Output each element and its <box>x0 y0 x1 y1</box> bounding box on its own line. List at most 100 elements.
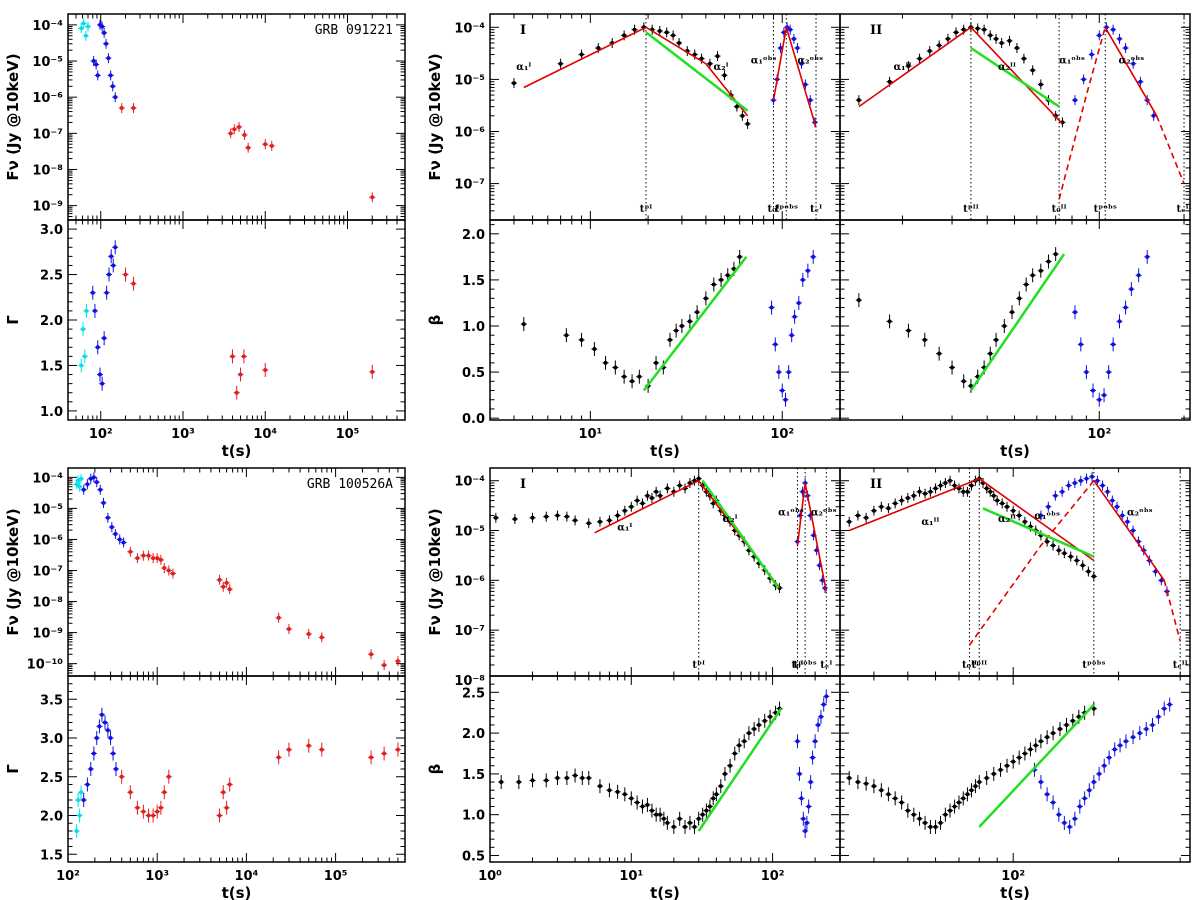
data-point <box>319 635 324 640</box>
data-point <box>622 508 627 513</box>
data-point <box>263 368 268 372</box>
y-tick-label: 10⁻⁹ <box>32 200 63 215</box>
y-tick-label: 3.5 <box>40 693 63 708</box>
data-point <box>635 498 640 503</box>
data-point <box>715 54 720 59</box>
data-point <box>988 351 993 356</box>
data-point <box>671 824 676 829</box>
fit-line <box>523 26 647 89</box>
data-point <box>113 531 118 536</box>
data-point <box>155 556 160 561</box>
data-point <box>665 820 670 825</box>
vline-label: tᵖᴵ <box>692 660 705 671</box>
panel-label: II <box>870 23 882 38</box>
data-point <box>511 81 516 86</box>
data-point <box>752 727 757 732</box>
x-tick-label: 10³ <box>145 869 169 884</box>
data-point <box>801 816 806 821</box>
data-point <box>104 290 109 295</box>
data-point <box>597 784 602 789</box>
data-point <box>1112 747 1117 752</box>
fit-line <box>978 703 1095 828</box>
data-point <box>544 778 549 783</box>
data-point <box>102 336 107 341</box>
data-point <box>166 568 171 573</box>
data-point <box>948 478 953 483</box>
data-point <box>1086 569 1091 574</box>
data-point <box>1131 61 1136 66</box>
data-point <box>778 46 783 51</box>
data-point <box>917 816 922 821</box>
data-point <box>1017 755 1022 760</box>
data-point <box>1091 780 1096 785</box>
y-tick-label: 10⁻⁷ <box>454 178 485 193</box>
data-point <box>645 493 650 498</box>
y-axis-label: Γ <box>4 315 22 325</box>
data-point <box>151 813 156 818</box>
data-point <box>530 778 535 783</box>
data-point <box>695 310 700 315</box>
plot-frame <box>67 467 406 677</box>
data-point <box>943 812 948 817</box>
data-point <box>1107 755 1112 760</box>
data-point <box>119 774 124 779</box>
data-point <box>687 820 692 825</box>
data-point <box>521 322 526 327</box>
data-point <box>110 84 115 89</box>
data-point <box>102 30 107 35</box>
data-point <box>722 771 727 776</box>
data-point <box>1022 751 1027 756</box>
data-point <box>1011 759 1016 764</box>
data-point <box>886 506 891 511</box>
y-tick-label: 1.0 <box>462 320 485 335</box>
data-point <box>121 540 126 545</box>
data-point <box>745 121 750 126</box>
x-tick-label: 10² <box>1087 427 1111 442</box>
y-tick-label: 3.0 <box>40 732 63 747</box>
data-point <box>700 812 705 817</box>
data-point <box>1056 812 1061 817</box>
data-point <box>871 508 876 513</box>
data-point <box>762 718 767 723</box>
y-tick-label: 1.0 <box>40 405 63 420</box>
vline-label: tᵖᴵ <box>640 204 653 215</box>
data-point <box>1138 79 1143 84</box>
data-point <box>369 755 374 760</box>
data-point <box>597 519 602 524</box>
data-point <box>961 379 966 384</box>
y-tick-label: 2.5 <box>40 771 63 786</box>
data-point <box>131 106 136 111</box>
data-point <box>683 824 688 829</box>
vline-label: t₀ᴵᴵ <box>1052 204 1067 215</box>
data-point <box>988 33 993 38</box>
data-point <box>969 788 974 793</box>
fit-line <box>1093 480 1165 581</box>
chart-panel-j: 10⁰ 10¹ 10² 0.5 1.0 1.5 2.0 2.5 t(s) β <box>426 675 841 900</box>
y-axis-label: β <box>426 314 444 325</box>
data-point <box>796 300 801 305</box>
y-tick-label: 0.5 <box>462 849 485 864</box>
vline-label: tᵖᵒᵇˢ <box>1094 204 1117 215</box>
data-point <box>103 720 108 725</box>
y-axis-label: Fν (Jy @10keV) <box>4 508 22 635</box>
data-point <box>1097 397 1102 402</box>
data-point <box>671 33 676 38</box>
data-point <box>586 521 591 526</box>
data-point <box>899 800 904 805</box>
chart-panel-d: 10¹ 10² 0.0 0.5 1.0 1.5 2.0 t(s) β <box>426 219 841 460</box>
data-point <box>1167 702 1172 707</box>
y-tick-label: 10⁻⁷ <box>32 127 63 142</box>
data-point <box>81 487 86 492</box>
data-point <box>100 24 105 29</box>
data-point <box>952 483 957 488</box>
y-tick-label: 10⁻¹⁰ <box>27 658 64 673</box>
data-point <box>887 79 892 84</box>
x-tick-label: 10² <box>89 427 113 442</box>
slope-annotation: α₂ᴵ <box>714 62 729 73</box>
y-tick-label: 0.5 <box>462 366 485 381</box>
data-point <box>603 360 608 365</box>
data-point <box>1097 33 1102 38</box>
data-point <box>692 824 697 829</box>
data-point <box>988 489 993 494</box>
data-point <box>1074 558 1079 563</box>
